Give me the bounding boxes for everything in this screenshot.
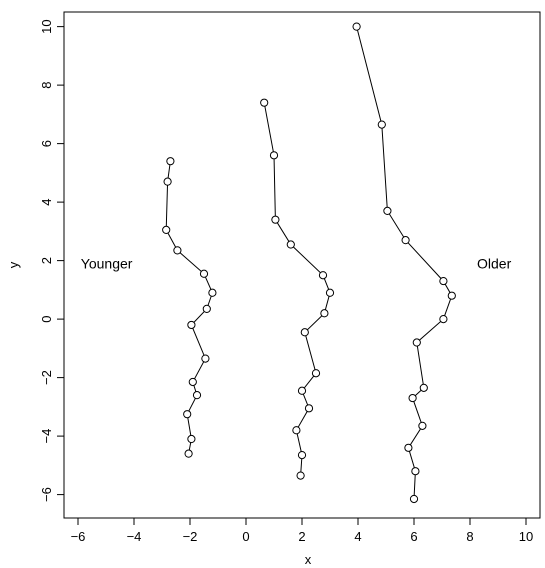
- data-point: [187, 434, 196, 444]
- data-point: [325, 288, 335, 297]
- annotation-layer: Younger Older: [81, 256, 512, 272]
- data-point: [297, 386, 307, 395]
- series-layer: [162, 22, 456, 504]
- y-axis: −6 −4 −2 0 2 4 6 8 10: [39, 19, 64, 502]
- data-point: [311, 369, 321, 378]
- series-3: [352, 22, 456, 504]
- data-point: [409, 494, 419, 504]
- x-tick-label: 6: [410, 529, 417, 544]
- data-point: [296, 471, 305, 480]
- data-point: [163, 177, 172, 186]
- data-point: [201, 354, 210, 363]
- data-point: [447, 291, 456, 300]
- y-tick-label: −6: [39, 487, 54, 502]
- y-tick-label: −2: [39, 370, 54, 385]
- data-point: [166, 157, 175, 166]
- data-point: [401, 236, 410, 245]
- x-tick-label: 4: [354, 529, 361, 544]
- x-tick-label: 8: [466, 529, 473, 544]
- data-point: [297, 451, 307, 460]
- plot-frame: [63, 11, 541, 519]
- data-point: [173, 246, 182, 255]
- data-point: [377, 120, 386, 129]
- data-point: [383, 206, 392, 215]
- data-point: [304, 404, 314, 413]
- data-point: [269, 151, 279, 160]
- y-axis-title: y: [6, 261, 21, 268]
- data-point: [300, 328, 309, 337]
- y-tick-label: 6: [39, 140, 54, 147]
- data-point: [184, 449, 193, 458]
- series-1: [162, 157, 217, 458]
- data-point: [199, 269, 209, 278]
- x-tick-label: 10: [519, 529, 533, 544]
- series-line: [356, 26, 453, 500]
- data-point: [208, 288, 217, 297]
- data-point: [202, 304, 211, 313]
- x-tick-label: −2: [183, 529, 198, 544]
- y-tick-label: 10: [39, 19, 54, 33]
- annotation-label: Younger: [81, 256, 133, 272]
- data-point: [187, 320, 196, 330]
- x-tick-label: 2: [298, 529, 305, 544]
- data-point: [412, 338, 421, 347]
- data-point: [411, 467, 420, 476]
- data-point: [320, 309, 329, 318]
- data-point: [418, 421, 427, 430]
- y-tick-label: 8: [39, 82, 54, 89]
- series-2: [260, 98, 335, 480]
- series-line: [263, 102, 331, 476]
- annotation-label: Older: [477, 256, 512, 272]
- data-point: [183, 410, 192, 419]
- y-tick-label: 2: [39, 257, 54, 264]
- y-tick-label: 0: [39, 315, 54, 322]
- data-point: [408, 393, 417, 403]
- data-point: [188, 377, 197, 387]
- data-point: [271, 215, 280, 224]
- data-point: [286, 240, 295, 249]
- x-tick-label: −4: [127, 529, 142, 544]
- data-point: [404, 443, 413, 452]
- y-tick-label: 4: [39, 198, 54, 205]
- data-point: [352, 22, 361, 31]
- data-point: [192, 391, 202, 400]
- data-point: [439, 315, 448, 324]
- y-tick-label: −4: [39, 429, 54, 444]
- x-axis-title: x: [305, 552, 312, 567]
- data-point: [419, 383, 428, 392]
- data-point: [260, 98, 269, 107]
- x-tick-label: 0: [242, 529, 249, 544]
- x-tick-label: −6: [71, 529, 86, 544]
- data-point: [318, 271, 328, 280]
- data-point: [292, 426, 301, 435]
- data-point: [162, 225, 171, 235]
- x-axis: −6 −4 −2 0 2 4 6 8 10: [71, 518, 533, 544]
- data-point: [439, 276, 448, 286]
